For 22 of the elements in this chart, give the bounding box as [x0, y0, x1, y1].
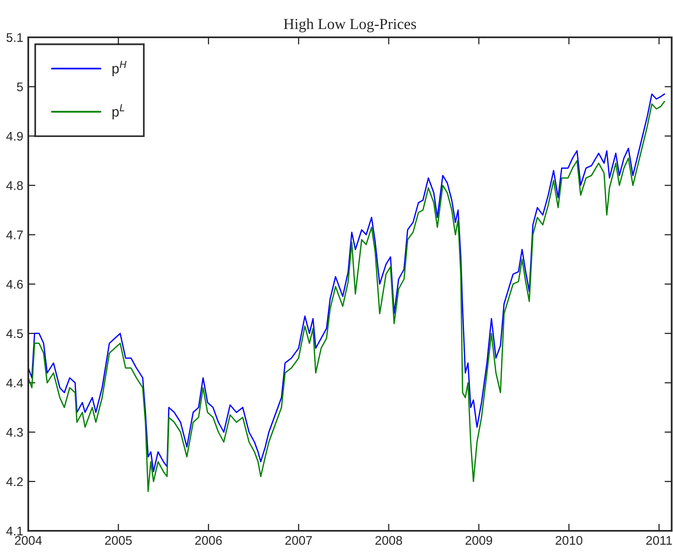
y-tick-label: 4.9	[6, 132, 23, 141]
y-tick-label: 4.2	[6, 477, 23, 486]
y-tick-label: 5.1	[6, 33, 23, 42]
x-tick-label: 2010	[556, 536, 582, 545]
legend-label: p$^{L}$	[112, 104, 124, 120]
y-tick-label: 4.8	[6, 181, 23, 190]
x-tick-label: 2006	[195, 536, 222, 545]
y-tick-label: 4.4	[6, 378, 24, 388]
y-tick-label: 4.1	[6, 526, 23, 536]
x-tick-label: 2009	[466, 536, 492, 545]
y-tick-label: 5	[16, 82, 23, 92]
legend-label: p$^{H}$	[112, 60, 127, 76]
y-tick-label: 4.5	[6, 329, 23, 338]
y-tick-label: 4.7	[6, 230, 23, 240]
y-tick-label: 4.6	[6, 280, 23, 289]
x-tick-label: 2008	[375, 536, 402, 545]
x-tick-label: 2005	[105, 536, 132, 545]
x-tick-label: 2007	[285, 536, 312, 545]
x-tick-label: 2011	[646, 536, 672, 545]
x-tick-label: 2004	[14, 536, 42, 545]
chart-title: High Low Log-Prices	[284, 18, 416, 32]
y-tick-label: 4.3	[6, 428, 23, 437]
